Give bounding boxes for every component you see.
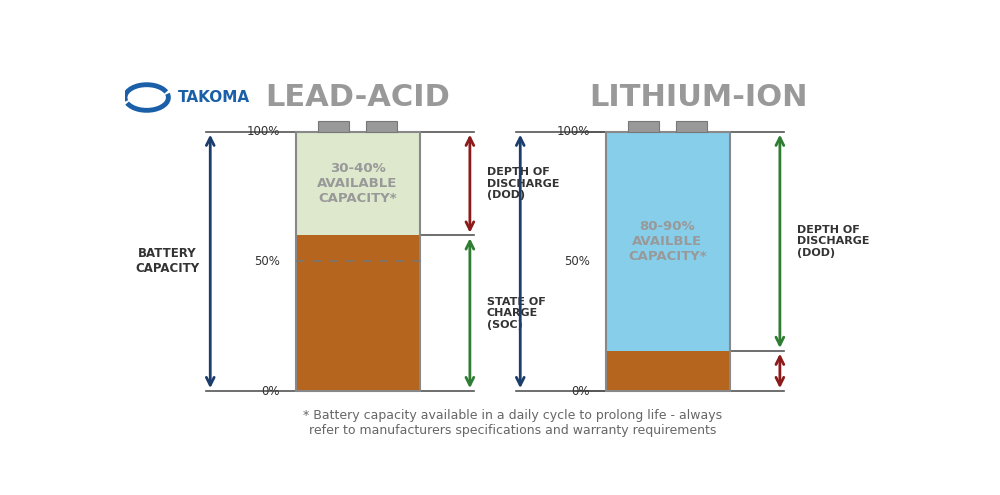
Text: LEAD-ACID: LEAD-ACID [265,83,450,112]
Bar [676,121,707,132]
Bar [296,236,420,391]
Text: TAKOMA: TAKOMA [178,90,250,105]
Text: DEPTH OF
DISCHARGE
(DOD): DEPTH OF DISCHARGE (DOD) [487,167,559,200]
Bar [628,121,659,132]
Text: 50%: 50% [254,255,280,268]
Bar [296,132,420,236]
Bar [606,132,730,391]
Bar [296,132,420,391]
Text: 100%: 100% [557,125,590,138]
Text: 0%: 0% [572,385,590,397]
Text: LITHIUM-ION: LITHIUM-ION [589,83,808,112]
Text: STATE OF
CHARGE
(SOC): STATE OF CHARGE (SOC) [487,297,546,330]
Text: * Battery capacity available in a daily cycle to prolong life - always
refer to : * Battery capacity available in a daily … [303,409,722,438]
Text: BATTERY
CAPACITY: BATTERY CAPACITY [136,248,200,275]
Bar [606,351,730,391]
Text: 50%: 50% [564,255,590,268]
Bar [606,132,730,351]
Bar [366,121,397,132]
Text: DEPTH OF
DISCHARGE
(DOD): DEPTH OF DISCHARGE (DOD) [797,225,869,258]
Text: 0%: 0% [262,385,280,397]
Bar [318,121,349,132]
Text: 100%: 100% [247,125,280,138]
Text: 30-40%
AVAILABLE
CAPACITY*: 30-40% AVAILABLE CAPACITY* [317,162,398,205]
Text: 80-90%
AVAILBLE
CAPACITY*: 80-90% AVAILBLE CAPACITY* [628,220,707,263]
